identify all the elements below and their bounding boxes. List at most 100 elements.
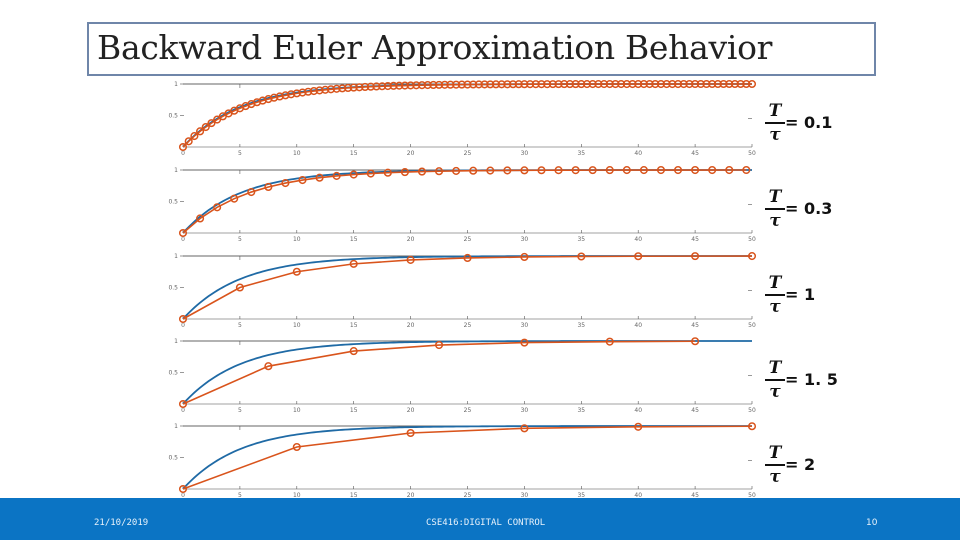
y-tick-label-2-1: 0.5	[168, 285, 178, 292]
euler-point-0-25	[321, 85, 330, 94]
euler-point-0-37	[389, 81, 398, 90]
footer-date: 21/10/2019	[94, 518, 149, 528]
x-tick-label-2-2: 10	[293, 322, 301, 329]
euler-point-4-5	[747, 422, 757, 431]
euler-point-3-0	[178, 399, 188, 409]
continuous-line-2	[182, 255, 752, 320]
euler-point-0-94	[713, 79, 722, 89]
x-tick-label-1-9: 45	[691, 236, 699, 243]
x-tick-label-2-6: 30	[521, 322, 529, 329]
euler-point-2-6	[520, 252, 529, 262]
euler-point-3-1	[264, 362, 273, 371]
euler-point-0-19	[287, 90, 296, 99]
euler-point-0-91	[696, 79, 705, 89]
euler-point-1-32	[725, 165, 734, 175]
euler-point-0-62	[531, 80, 540, 89]
euler-point-0-32	[361, 82, 370, 92]
euler-point-0-35	[378, 82, 387, 91]
euler-point-1-17	[469, 166, 478, 175]
fraction-bar	[765, 294, 785, 296]
continuous-line-0	[182, 83, 752, 148]
title-box: Backward Euler Approximation Behavior	[87, 22, 876, 76]
euler-point-1-27	[639, 166, 648, 175]
euler-point-2-7	[577, 252, 586, 261]
euler-point-4-1	[292, 442, 301, 452]
y-tick-label-1-0: 1	[174, 167, 178, 174]
fraction-denominator: τ	[769, 467, 781, 487]
x-tick-label-4-4: 20	[407, 492, 415, 499]
euler-point-1-21	[537, 166, 546, 175]
euler-point-1-26	[622, 166, 631, 175]
euler-point-0-42	[417, 81, 427, 90]
euler-point-0-84	[656, 79, 666, 89]
y-tick-label-0-1: 0.5	[168, 113, 178, 120]
euler-point-0-80	[634, 79, 643, 89]
euler-point-1-25	[605, 166, 614, 175]
euler-point-3-2	[349, 347, 358, 356]
y-tick-label-4-0: 1	[174, 423, 178, 430]
euler-point-1-8	[315, 173, 324, 182]
x-tick-label-3-7: 35	[577, 407, 585, 414]
euler-point-0-68	[565, 80, 574, 89]
euler-point-1-9	[332, 171, 341, 180]
euler-point-0-70	[577, 80, 586, 89]
x-tick-label-1-2: 10	[293, 236, 301, 243]
euler-point-0-71	[582, 80, 592, 89]
fraction-numerator: T	[768, 358, 782, 378]
euler-point-0-89	[685, 79, 694, 89]
euler-point-0-61	[526, 80, 535, 89]
euler-point-0-99	[742, 79, 751, 89]
euler-point-0-2	[190, 132, 199, 141]
fraction-numerator: T	[768, 273, 782, 293]
euler-point-0-64	[543, 80, 552, 89]
euler-point-0-98	[736, 79, 745, 89]
euler-point-0-21	[298, 88, 307, 97]
x-tick-label-3-0: 0	[181, 407, 185, 414]
backward-euler-line-2	[182, 255, 753, 320]
euler-point-0-97	[730, 79, 739, 89]
euler-point-1-33	[742, 165, 751, 175]
fraction-bar	[765, 122, 785, 124]
euler-point-0-39	[400, 81, 409, 90]
euler-point-0-72	[588, 80, 597, 89]
euler-point-2-9	[691, 252, 700, 261]
euler-point-1-16	[452, 166, 461, 175]
euler-point-4-0	[178, 484, 188, 494]
x-tick-label-0-8: 40	[634, 150, 642, 157]
slide-title: Backward Euler Approximation Behavior	[97, 28, 773, 67]
x-tick-label-2-4: 20	[407, 322, 415, 329]
x-tick-label-1-7: 35	[577, 236, 585, 243]
x-tick-label-1-8: 40	[634, 236, 642, 243]
euler-point-0-22	[304, 87, 313, 96]
x-tick-label-4-6: 30	[521, 492, 529, 499]
euler-point-0-51	[469, 80, 478, 89]
euler-point-0-92	[702, 79, 711, 89]
euler-point-0-88	[679, 79, 688, 89]
x-tick-label-3-3: 15	[350, 407, 358, 414]
euler-point-0-75	[605, 79, 614, 89]
euler-point-0-87	[673, 79, 683, 89]
x-tick-label-2-0: 0	[181, 322, 185, 329]
x-tick-label-2-3: 15	[350, 322, 358, 329]
euler-point-1-4	[247, 188, 256, 197]
euler-point-1-23	[571, 166, 580, 175]
y-tick-label-3-1: 0.5	[168, 370, 178, 377]
euler-point-0-38	[395, 81, 404, 90]
euler-point-0-93	[708, 79, 717, 89]
euler-point-1-5	[264, 182, 273, 192]
ratio-value: = 1. 5	[785, 370, 838, 389]
euler-point-3-3	[435, 340, 444, 350]
ratio-value: = 2	[785, 455, 816, 474]
euler-point-0-48	[452, 80, 461, 89]
x-tick-label-4-1: 5	[238, 492, 242, 499]
y-tick-label-3-0: 1	[174, 338, 178, 345]
euler-point-0-0	[178, 142, 188, 152]
x-tick-label-2-10: 50	[748, 322, 756, 329]
x-tick-label-4-7: 35	[577, 492, 585, 499]
x-tick-label-4-2: 10	[293, 492, 301, 499]
euler-point-1-2	[213, 203, 222, 212]
